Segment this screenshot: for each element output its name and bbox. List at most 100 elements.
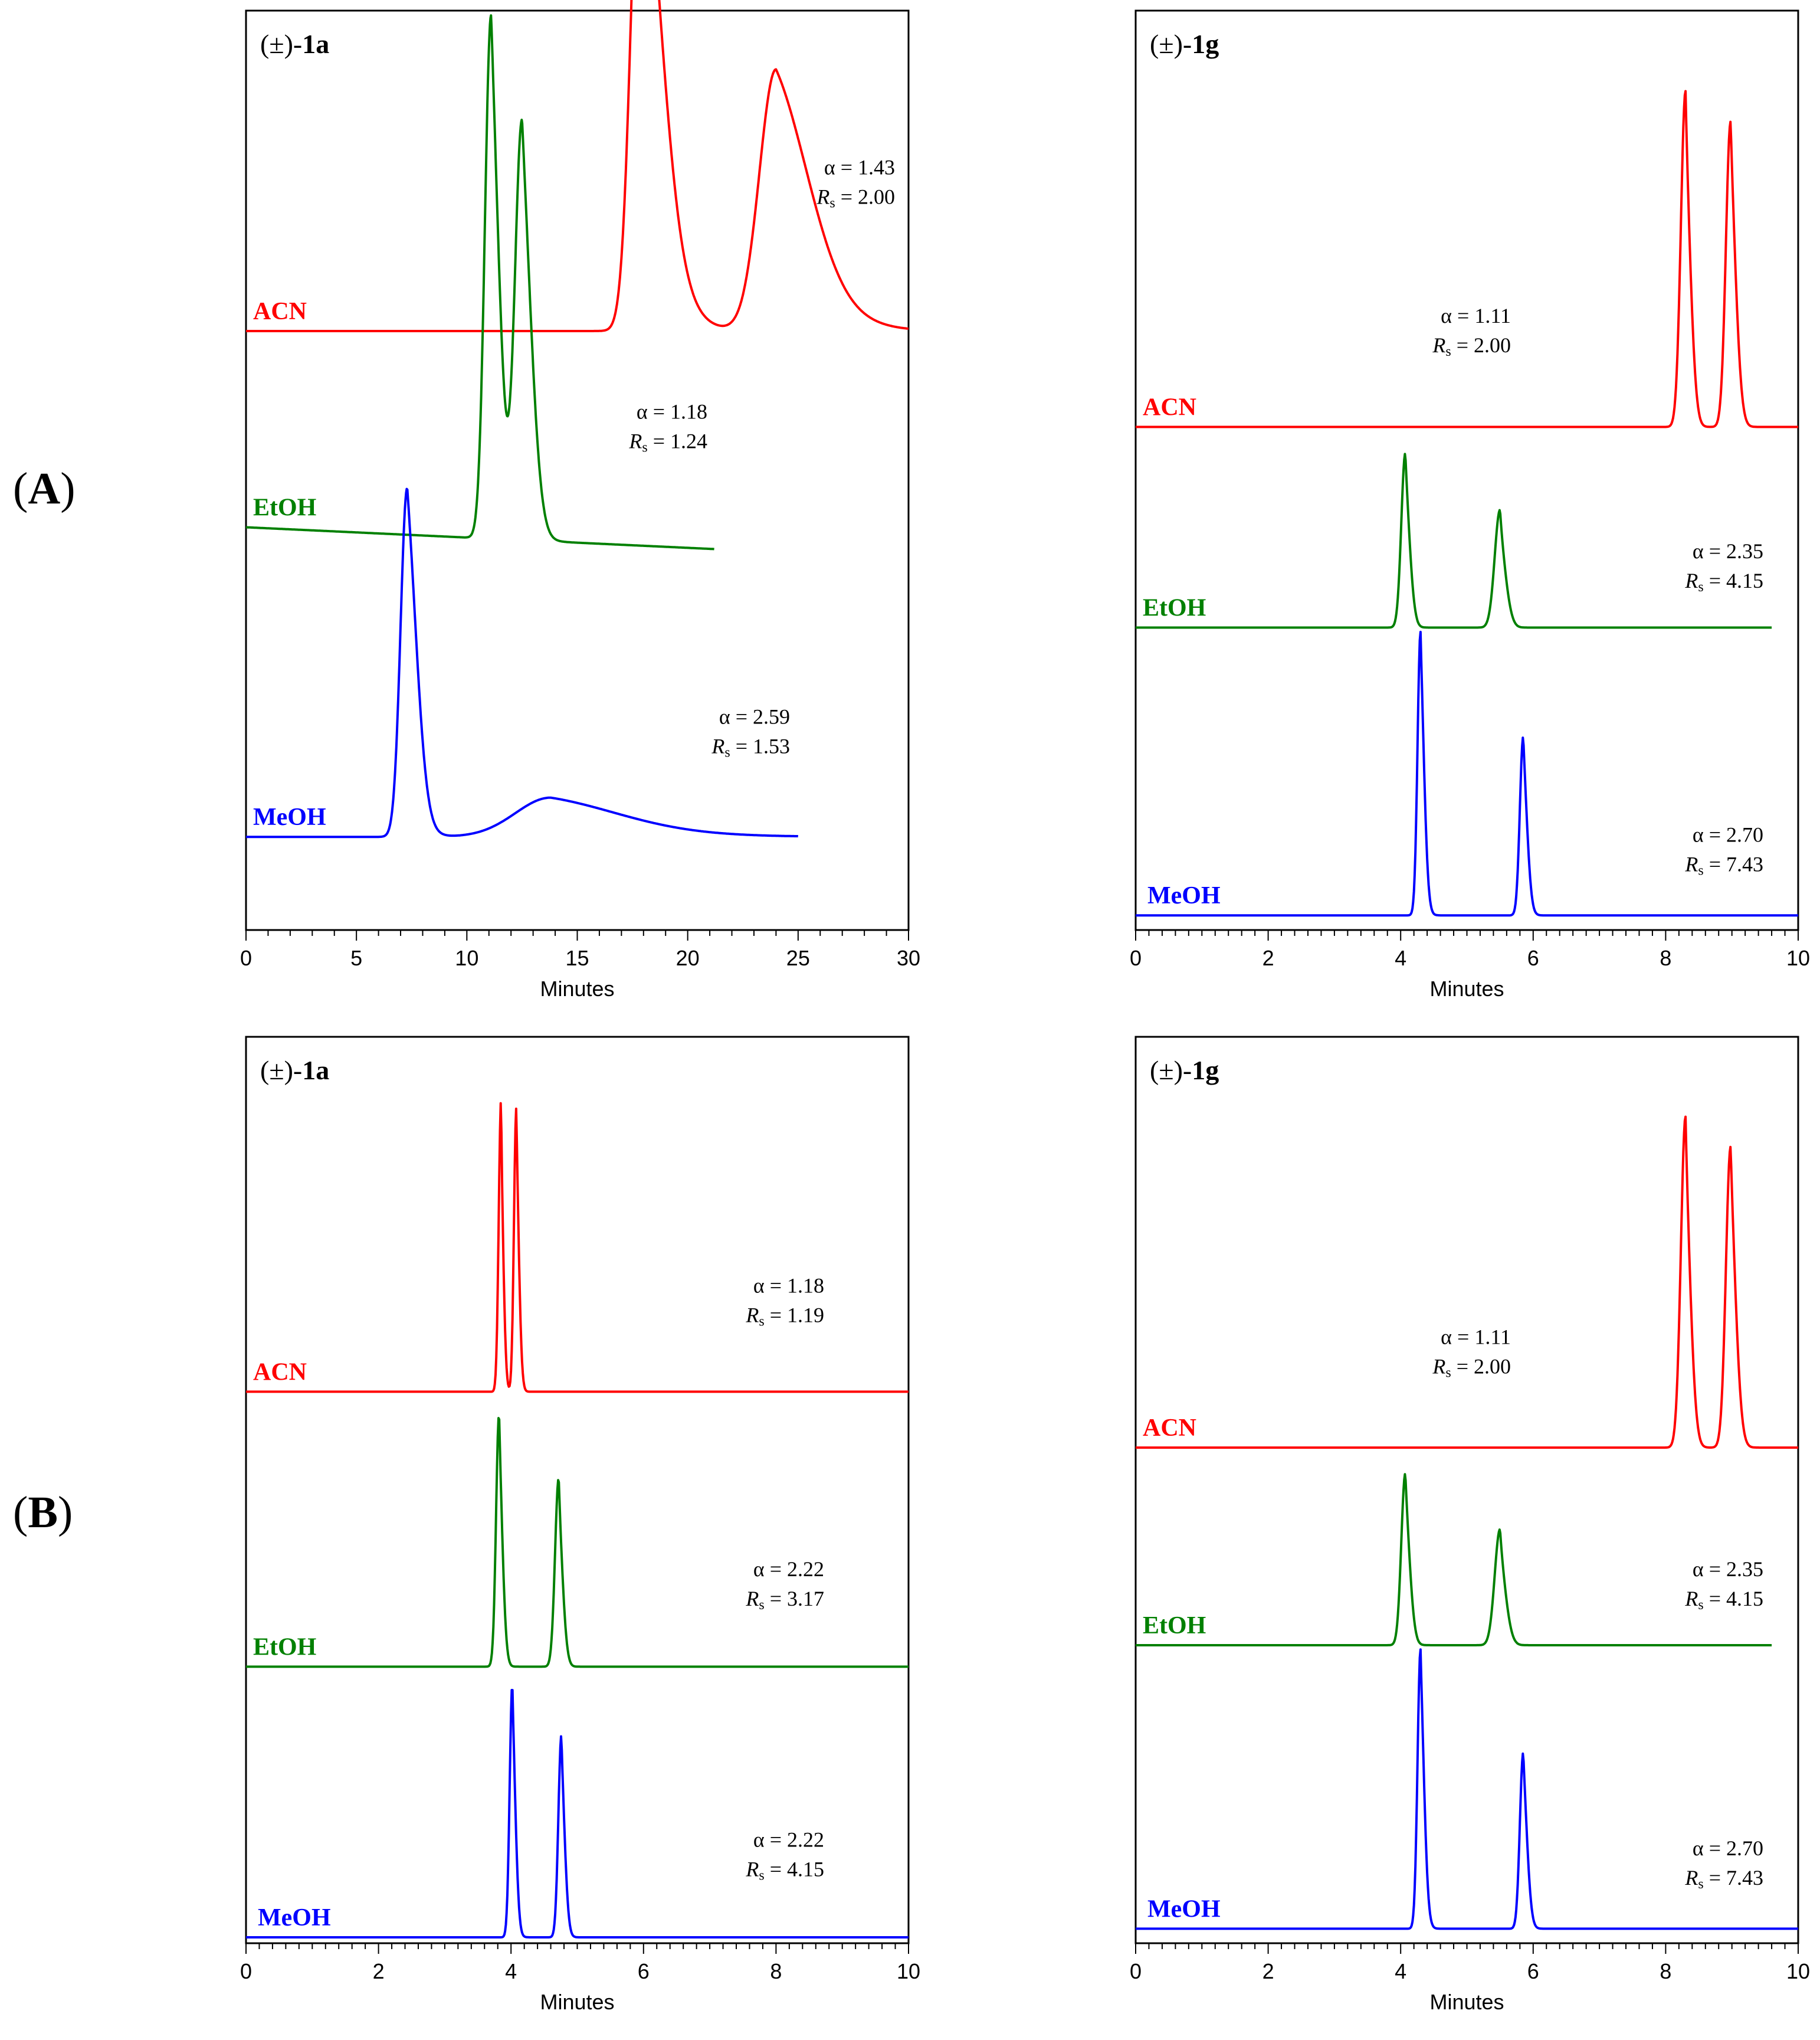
- rs-label: Rs = 1.53: [711, 735, 790, 761]
- x-tick-label: 4: [1395, 1959, 1406, 1983]
- trace-acn: [245, 0, 909, 332]
- chart-title-compound: 1a: [302, 1055, 329, 1085]
- x-tick-label: 0: [1130, 1959, 1142, 1983]
- x-tick-label: 8: [770, 1959, 782, 1983]
- trace-etoh: [1135, 453, 1772, 629]
- rs-label: Rs = 2.00: [816, 185, 895, 211]
- x-tick-label: 15: [565, 946, 589, 970]
- alpha-label: α = 2.70: [1693, 1836, 1763, 1860]
- plot-frame: [245, 1036, 910, 1944]
- x-tick-label: 6: [1527, 1959, 1539, 1983]
- plot-frame: [245, 9, 910, 931]
- alpha-label: α = 1.43: [824, 156, 895, 179]
- trace-etoh: [1135, 1473, 1772, 1646]
- chart-title-prefix: (±)-: [1150, 1055, 1192, 1085]
- alpha-label: α = 1.18: [753, 1273, 824, 1297]
- chromatogram-chart-3: (±)-1a 0 2 4 6 8 10 Minutes ACN α = 1.18 Rs = 1.19…: [240, 1036, 920, 2014]
- x-tick-label: 30: [897, 946, 920, 970]
- solvent-label-acn: ACN: [1143, 394, 1196, 421]
- rs-label: Rs = 7.43: [1684, 1866, 1763, 1892]
- panel-label-b-text: B: [28, 1488, 58, 1537]
- chart-title: (±)-1g: [1150, 29, 1219, 59]
- chart-title-compound: 1a: [302, 29, 329, 59]
- x-tick-label: 10: [1786, 946, 1810, 970]
- solvent-label-meoh: MeOH: [258, 1904, 331, 1931]
- solvent-label-etoh: EtOH: [253, 1633, 316, 1661]
- chart-title: (±)-1a: [260, 1055, 329, 1085]
- chart-title: (±)-1g: [1150, 1055, 1219, 1085]
- alpha-label: α = 1.11: [1441, 304, 1511, 328]
- x-axis-label: Minutes: [540, 1990, 614, 2014]
- alpha-label: α = 2.22: [753, 1557, 824, 1581]
- chart-title-compound: 1g: [1192, 29, 1219, 59]
- rs-label: Rs = 3.17: [745, 1587, 824, 1613]
- x-tick-label: 8: [1660, 946, 1671, 970]
- alpha-label: α = 1.11: [1441, 1325, 1511, 1349]
- chromatogram-chart-4: (±)-1g 0 2 4 6 8 10 Minutes ACN α = 1.11 Rs = 2.00…: [1130, 1036, 1810, 2014]
- x-axis-label: Minutes: [1429, 977, 1504, 1001]
- rs-label: Rs = 4.15: [1684, 1587, 1763, 1613]
- solvent-label-meoh: MeOH: [1147, 882, 1221, 909]
- alpha-label: α = 1.18: [637, 400, 707, 423]
- rs-label: Rs = 4.15: [745, 1857, 824, 1883]
- trace-acn: [1135, 1115, 1799, 1449]
- chart-title-prefix: (±)-: [1150, 29, 1192, 59]
- x-axis-label: Minutes: [540, 977, 614, 1001]
- x-tick-label: 2: [1262, 946, 1274, 970]
- alpha-label: α = 2.59: [719, 705, 790, 729]
- chart-title-prefix: (±)-: [260, 29, 302, 59]
- x-tick-label: 6: [1527, 946, 1539, 970]
- chart-title-prefix: (±)-: [260, 1055, 302, 1085]
- panel-label-a: (A): [13, 464, 76, 513]
- x-tick-label: 0: [1130, 946, 1142, 970]
- trace-meoh: [1135, 1648, 1799, 1930]
- chart-title-compound: 1g: [1192, 1055, 1219, 1085]
- rs-label: Rs = 2.00: [1432, 1355, 1511, 1381]
- trace-meoh: [245, 487, 799, 839]
- plot-frame: [1134, 9, 1799, 931]
- solvent-label-acn: ACN: [253, 1358, 307, 1386]
- trace-etoh: [245, 14, 715, 551]
- alpha-label: α = 2.35: [1693, 1557, 1763, 1581]
- x-tick-label: 2: [1262, 1959, 1274, 1983]
- x-tick-label: 20: [676, 946, 700, 970]
- alpha-label: α = 2.70: [1693, 823, 1763, 846]
- alpha-label: α = 2.22: [753, 1828, 824, 1851]
- trace-acn: [245, 1102, 909, 1393]
- chromatogram-chart-2: (±)-1g 0 2 4 6 8 10 Minutes ACN α = 1.11 Rs = 2.00…: [1130, 9, 1810, 1001]
- trace-meoh: [245, 1689, 909, 1939]
- trace-meoh: [1135, 630, 1799, 917]
- rs-label: Rs = 2.00: [1432, 333, 1511, 359]
- solvent-label-meoh: MeOH: [253, 804, 326, 831]
- solvent-label-etoh: EtOH: [1143, 1612, 1206, 1639]
- rs-label: Rs = 1.19: [745, 1303, 824, 1329]
- chart-title: (±)-1a: [260, 29, 329, 59]
- solvent-label-etoh: EtOH: [1143, 594, 1206, 621]
- alpha-label: α = 2.35: [1693, 539, 1763, 563]
- x-tick-label: 5: [350, 946, 362, 970]
- x-tick-label: 25: [786, 946, 810, 970]
- x-tick-label: 0: [240, 946, 252, 970]
- x-tick-label: 8: [1660, 1959, 1671, 1983]
- solvent-label-meoh: MeOH: [1147, 1895, 1221, 1923]
- x-tick-label: 2: [373, 1959, 385, 1983]
- chromatogram-chart-1: (±)-1a 0 5 10 15 20 25 30 Minutes ACN α = 1.43 Rs =…: [240, 0, 920, 1001]
- solvent-label-acn: ACN: [253, 298, 307, 325]
- solvent-label-etoh: EtOH: [253, 495, 316, 522]
- rs-label: Rs = 4.15: [1684, 569, 1763, 595]
- x-tick-label: 10: [455, 946, 478, 970]
- x-tick-label: 4: [505, 1959, 517, 1983]
- panel-label-a-text: A: [28, 464, 61, 513]
- x-tick-label: 10: [897, 1959, 920, 1983]
- trace-etoh: [245, 1417, 909, 1668]
- x-tick-label: 6: [638, 1959, 650, 1983]
- x-tick-label: 4: [1395, 946, 1406, 970]
- plot-frame: [1134, 1036, 1799, 1944]
- panel-label-b: (B): [13, 1488, 73, 1537]
- solvent-label-acn: ACN: [1143, 1414, 1196, 1442]
- x-axis-label: Minutes: [1429, 1990, 1504, 2014]
- rs-label: Rs = 7.43: [1684, 852, 1763, 878]
- x-tick-label: 10: [1786, 1959, 1810, 1983]
